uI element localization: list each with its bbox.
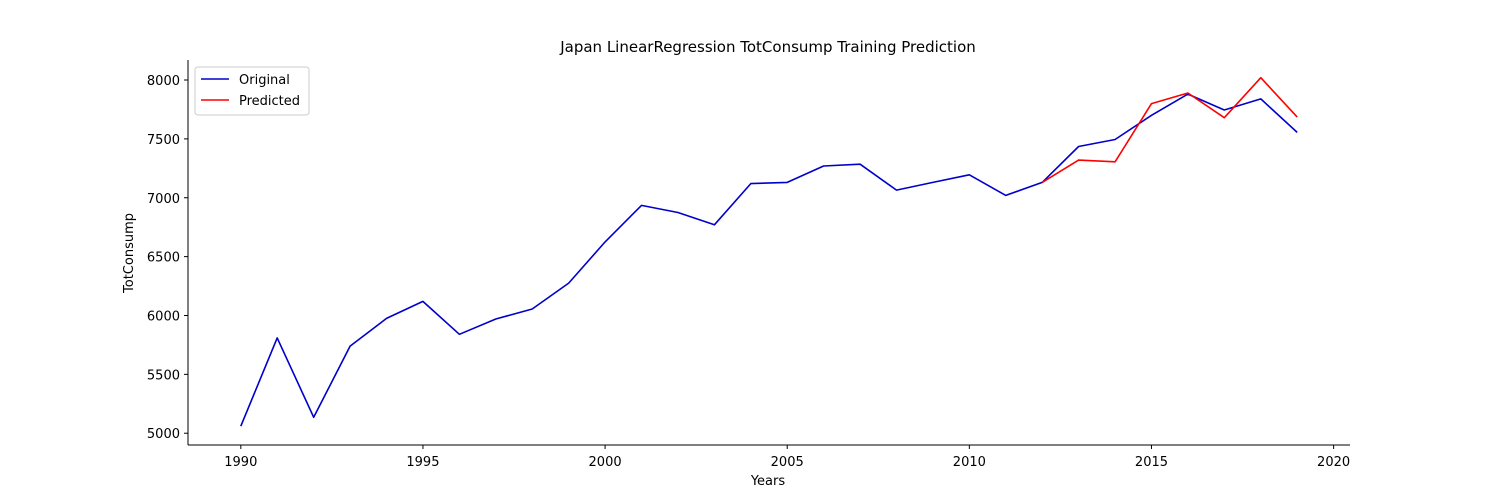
y-tick-label: 5000 xyxy=(147,427,180,442)
y-tick-label: 6500 xyxy=(147,251,180,266)
y-axis-label: TotConsump xyxy=(122,213,137,294)
legend-label-original: Original xyxy=(239,73,290,88)
y-tick-label: 7500 xyxy=(147,133,180,148)
legend-label-predicted: Predicted xyxy=(239,94,300,109)
x-tick-label: 1995 xyxy=(406,455,439,470)
x-tick-label: 2000 xyxy=(589,455,622,470)
x-tick-label: 2020 xyxy=(1317,455,1350,470)
chart-title: Japan LinearRegression TotConsump Traini… xyxy=(559,38,976,56)
series-line-original xyxy=(240,93,1298,427)
axes: 1990 1995 2000 2005 2010 2015 2020 5000 5500 6000… xyxy=(147,60,1350,470)
x-tick-label: 2010 xyxy=(953,455,986,470)
legend: Original Predicted xyxy=(194,66,310,116)
series-layer xyxy=(240,76,1298,427)
y-tick-label: 8000 xyxy=(147,74,180,89)
series-line-predicted xyxy=(1041,76,1298,184)
x-tick-label: 1990 xyxy=(224,455,257,470)
y-tick-label: 6000 xyxy=(147,309,180,324)
x-tick-label: 2015 xyxy=(1135,455,1168,470)
y-tick-label: 7000 xyxy=(147,192,180,207)
x-tick-label: 2005 xyxy=(771,455,804,470)
y-tick-label: 5500 xyxy=(147,368,180,383)
x-axis-label: Years xyxy=(750,474,786,489)
